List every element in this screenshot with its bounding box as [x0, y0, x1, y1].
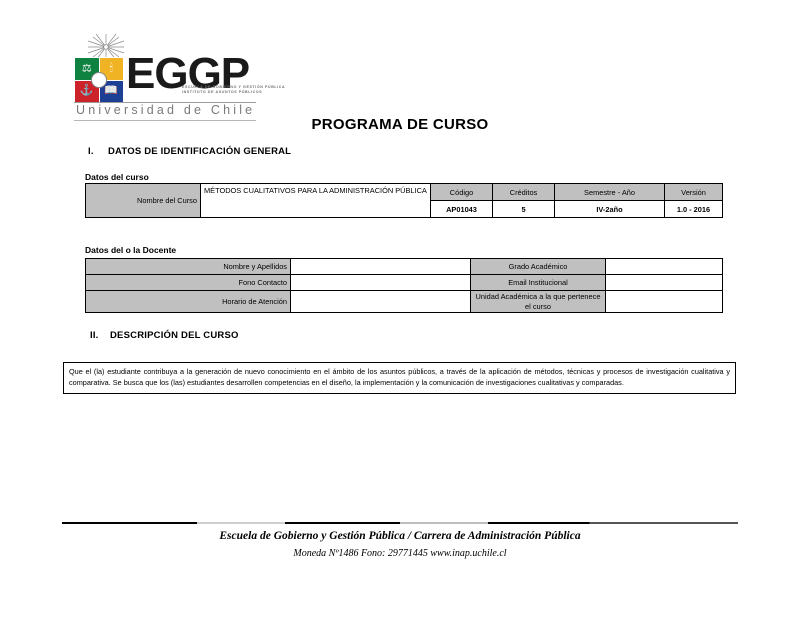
institution-logo: ⚖ 🕯 ⚓ 📖 EGGP ESCUELA DE GOBIERNO Y GESTI… — [70, 32, 320, 121]
footer-contact-info: Moneda Nº1486 Fono: 29771445 www.inap.uc… — [293, 548, 507, 559]
value-grado-academico[interactable] — [605, 258, 723, 275]
table-row: Nombre del Curso MÉTODOS CUALITATIVOS PA… — [85, 183, 723, 218]
book-icon: 📖 — [104, 84, 119, 97]
header-version: Versión — [664, 183, 723, 201]
star-burst-icon — [87, 33, 125, 61]
logo-wordmark: EGGP — [126, 49, 250, 98]
value-email-institucional[interactable] — [605, 274, 723, 291]
header-creditos: Créditos — [492, 183, 555, 201]
scales-icon: ⚖ — [81, 62, 92, 75]
label-nombre-apellidos: Nombre y Apellidos — [85, 258, 291, 275]
section-title-two: DESCRIPCIÓN DEL CURSO — [110, 330, 239, 341]
section-numeral-one: I. — [88, 146, 94, 157]
course-data-table: Nombre del Curso MÉTODOS CUALITATIVOS PA… — [85, 183, 723, 218]
value-creditos[interactable]: 5 — [492, 200, 555, 218]
value-unidad-academica[interactable] — [605, 289, 723, 314]
label-horario-atencion: Horario de Atención — [85, 289, 291, 314]
value-fono-contacto[interactable] — [290, 274, 471, 291]
table-row: Nombre y Apellidos Grado Académico — [85, 258, 723, 275]
shield-center-medallion-icon — [91, 72, 107, 88]
value-semestre[interactable]: IV-2año — [554, 200, 665, 218]
anchor-icon: ⚓ — [79, 84, 94, 97]
section-numeral-two: II. — [90, 330, 99, 341]
shield-quadrant-torch: 🕯 — [99, 58, 123, 80]
footer-school-name: Escuela de Gobierno y Gestión Pública / … — [219, 530, 581, 542]
logo-university-name: Universidad de Chile — [76, 103, 256, 117]
subsection-label-datos-docente: Datos del o la Docente — [85, 245, 177, 255]
course-description-box[interactable]: Que el (la) estudiante contribuya a la g… — [63, 362, 736, 394]
header-semestre: Semestre - Año — [554, 183, 665, 201]
value-version[interactable]: 1.0 - 2016 — [664, 200, 723, 218]
label-email-institucional: Email Institucional — [470, 274, 606, 291]
cell-nombre-curso-label: Nombre del Curso — [85, 183, 201, 218]
footer-divider — [62, 522, 738, 524]
table-row: AP01043 5 IV-2año 1.0 - 2016 — [86, 200, 723, 218]
page-title: PROGRAMA DE CURSO — [311, 116, 489, 133]
subsection-label-datos-curso: Datos del curso — [85, 172, 149, 182]
coat-of-arms-icon: ⚖ 🕯 ⚓ 📖 — [74, 57, 124, 103]
value-horario-atencion[interactable] — [290, 289, 471, 314]
logo-subtitle-line2: INSTITUTO DE ASUNTOS PÚBLICOS — [182, 90, 263, 94]
section-title-one: DATOS DE IDENTIFICACIÓN GENERAL — [108, 146, 292, 157]
torch-icon: 🕯 — [109, 62, 113, 75]
value-nombre-apellidos[interactable] — [290, 258, 471, 275]
cell-nombre-curso-value[interactable]: MÉTODOS CUALITATIVOS PARA LA ADMINISTRAC… — [200, 183, 431, 218]
logo-subtitle-line1: ESCUELA DE GOBIERNO Y GESTIÓN PÚBLICA — [182, 85, 286, 89]
logo-divider-top — [74, 102, 256, 103]
value-codigo[interactable]: AP01043 — [430, 200, 493, 218]
header-codigo: Código — [430, 183, 493, 201]
table-row: Fono Contacto Email Institucional — [85, 274, 723, 291]
docente-data-table: Nombre y Apellidos Grado Académico Fono … — [85, 258, 723, 314]
logo-divider-bottom — [74, 120, 256, 121]
label-grado-academico: Grado Académico — [470, 258, 606, 275]
table-row: Horario de Atención Unidad Académica a l… — [85, 289, 723, 314]
section-heading-descripcion: II. DESCRIPCIÓN DEL CURSO — [90, 330, 239, 341]
section-heading-identificacion: I. DATOS DE IDENTIFICACIÓN GENERAL — [88, 146, 291, 157]
label-unidad-academica: Unidad Académica a la que pertenece el c… — [470, 289, 606, 314]
label-fono-contacto: Fono Contacto — [85, 274, 291, 291]
shield-quadrant-book: 📖 — [99, 80, 123, 102]
